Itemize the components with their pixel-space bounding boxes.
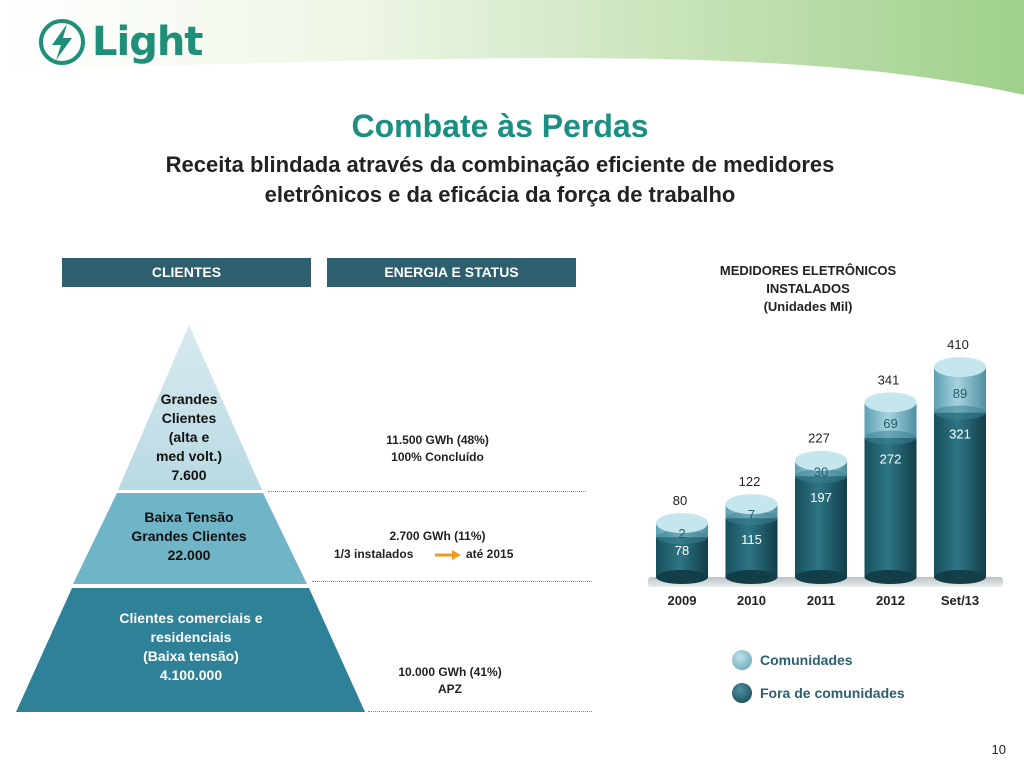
bar-segment-joint [725,511,778,526]
data-label-outside: 197 [810,490,832,505]
bar-segment-joint [934,405,986,420]
energy-top: 11.500 GWh (48%) 100% Concluído [330,432,545,466]
data-label-communities: 30 [814,464,828,479]
pyramid-bottom-line: (Baixa tensão) [143,648,239,664]
tick-label: 2010 [737,593,766,608]
pyramid-bottom-line: residenciais [150,629,232,645]
energy-middle-left: 1/3 instalados [334,547,414,561]
header-background [0,0,1024,100]
communities-swatch-icon [732,650,752,670]
page-subtitle: Receita blindada através da combinação e… [0,150,1000,210]
energy-middle-right: até 2015 [466,547,514,561]
data-label-total: 227 [808,431,830,446]
bar-outside-communities [725,518,778,577]
chart-title-line: INSTALADOS [766,281,850,296]
bar-segment-joint [656,530,708,545]
bar-outside-communities [864,437,917,577]
data-label-communities: 2 [678,526,685,541]
energy-bottom-line: 10.000 GWh (41%) [398,665,502,679]
pyramid-top-line: Grandes [160,391,218,407]
data-label-outside: 78 [675,543,689,558]
bar-top-cap [725,494,778,515]
divider-1 [268,491,586,492]
pyramid-top-text: Grandes Clientes (alta e med volt.) 7.60… [128,390,250,485]
pyramid-bottom-tier [16,588,365,712]
energy-top-line: 11.500 GWh (48%) [386,433,489,447]
page-title: Combate às Perdas [351,108,649,144]
energy-middle-line1: 2.700 GWh (11%) [389,529,486,543]
data-label-total: 410 [947,337,969,352]
divider-2 [312,581,592,582]
meters-chart: 78 2 80 2009 115 7 122 2010 197 30 227 2011 272 69 341… [648,337,1003,608]
clientes-header: CLIENTES [62,258,311,287]
energia-header: ENERGIA E STATUS [327,258,576,287]
client-pyramid [16,325,365,712]
pyramid-bottom-text: Clientes comerciais e residenciais (Baix… [60,609,322,685]
pyramid-top-line: Clientes [161,410,217,426]
energy-bottom-line: APZ [438,682,462,696]
pyramid-top-line: (alta e [168,429,210,445]
bar-outside-base [656,570,708,584]
data-label-total: 80 [673,493,687,508]
data-label-outside: 272 [880,452,902,467]
chart-title-line: MEDIDORES ELETRÔNICOS [719,263,897,278]
pyramid-middle-text: Baixa Tensão Grandes Clientes 22.000 [90,508,288,565]
pyramid-bottom-line: 4.100.000 [159,667,223,683]
logo: Light [38,18,203,66]
legend-item-communities: Comunidades [732,650,853,670]
legend-label-communities: Comunidades [760,652,853,668]
lightning-bolt-icon [39,19,85,65]
logo-text: Light [92,19,203,65]
data-label-communities: 69 [883,416,897,431]
bar-outside-communities [934,412,986,577]
chart-ylabel: (Unidades Mil) [763,299,853,314]
bar-outside-base [934,570,986,584]
pyramid-middle-tier [73,493,307,584]
energy-top-line: 100% Concluído [391,450,484,464]
data-label-outside: 115 [741,532,762,547]
pyramid-top-line: med volt.) [155,448,223,464]
subtitle-line-2: eletrônicos e da eficácia da força de tr… [264,182,736,207]
pyramid-top-tier [118,325,262,490]
bar-outside-base [864,570,917,584]
pyramid-middle-line: 22.000 [167,547,211,563]
divider-3 [368,711,592,712]
bar-outside-base [725,570,778,584]
tick-label: 2009 [668,593,697,608]
chart-title: MEDIDORES ELETRÔNICOS INSTALADOS (Unidad… [690,262,926,316]
tick-label: 2011 [807,593,835,608]
pyramid-middle-line: Grandes Clientes [131,528,247,544]
data-label-total: 122 [739,474,761,489]
tick-label: Set/13 [941,593,979,608]
data-label-communities: 7 [748,507,755,522]
tick-label: 2012 [876,593,905,608]
data-label-communities: 89 [953,386,967,401]
outside-swatch-icon [732,683,752,703]
arrow-right-icon [435,550,461,560]
bar-top-cap [864,392,917,413]
bar-outside-communities [795,476,847,577]
subtitle-line-1: Receita blindada através da combinação e… [165,152,835,177]
bar-top-cap [795,450,847,471]
bar-segment-joint [795,469,847,484]
bar-top-cap [656,513,708,534]
pyramid-top-line: 7.600 [171,467,207,483]
bar-segment-joint [864,430,917,445]
page-number: 10 [991,742,1006,757]
bar-top-cap [934,357,986,377]
data-label-outside: 321 [949,427,971,442]
pyramid-bottom-line: Clientes comerciais e [119,610,263,626]
bar-outside-base [795,570,847,584]
data-label-total: 341 [878,372,900,387]
legend-item-outside: Fora de comunidades [732,683,905,703]
legend-label-outside: Fora de comunidades [760,685,905,701]
pyramid-middle-line: Baixa Tensão [144,509,234,525]
energy-bottom: 10.000 GWh (41%) APZ [345,664,555,698]
